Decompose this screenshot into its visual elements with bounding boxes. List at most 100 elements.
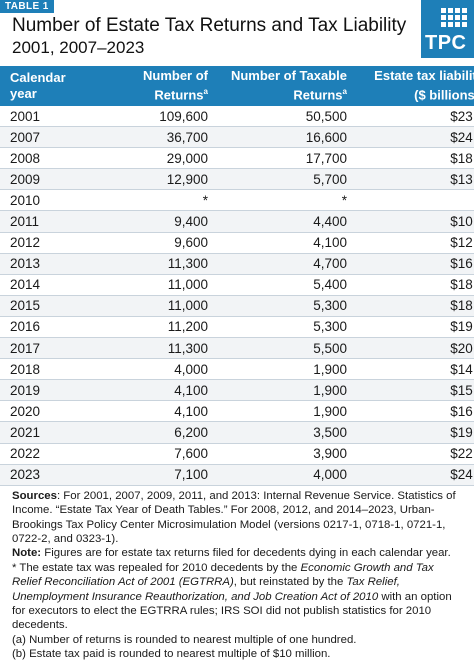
- cell-year: 2010: [0, 189, 102, 212]
- cell-taxable-returns: 4,700: [218, 253, 357, 275]
- table-badge: TABLE 1: [0, 0, 54, 13]
- cell-taxable-returns: 1,900: [218, 379, 357, 402]
- cell-taxable-returns: 17,700: [218, 147, 357, 170]
- cell-year: 2011: [0, 210, 102, 233]
- column-header-tax-liability: Estate tax liability ($ billions)b: [357, 66, 474, 106]
- footnote-b: (b) Estate tax paid is rounded to neares…: [12, 648, 331, 661]
- cell-year: 2021: [0, 421, 102, 444]
- cell-returns: 9,600: [102, 232, 218, 254]
- cell-returns: 4,000: [102, 358, 218, 381]
- cell-tax-liability: $14.9: [357, 358, 474, 381]
- table-header-row: Calendar year Number of Returnsa Number …: [0, 66, 474, 106]
- footnote-a: (a) Number of returns is rounded to near…: [12, 633, 357, 646]
- logo-text: TPC: [425, 32, 467, 54]
- cell-taxable-returns: *: [218, 189, 357, 212]
- cell-year: 2017: [0, 337, 102, 360]
- cell-tax-liability: $18.3: [357, 274, 474, 296]
- cell-returns: 11,000: [102, 274, 218, 296]
- logo-grid-icon: [441, 8, 471, 29]
- column-header-taxable-returns: Number of Taxable Returnsa: [218, 66, 357, 106]
- cell-taxable-returns: 4,000: [218, 464, 357, 486]
- cell-year: 2001: [0, 106, 102, 128]
- column-header-year: Calendar year: [0, 66, 102, 106]
- table-notes: Sources: For 2001, 2007, 2009, 2011, and…: [0, 486, 474, 662]
- cell-tax-liability: $16.6: [357, 253, 474, 275]
- cell-returns: 9,400: [102, 210, 218, 233]
- cell-returns: 11,300: [102, 253, 218, 275]
- cell-returns: 11,200: [102, 316, 218, 339]
- cell-returns: 6,200: [102, 421, 218, 444]
- cell-year: 2016: [0, 316, 102, 339]
- cell-returns: 4,100: [102, 379, 218, 402]
- cell-year: 2013: [0, 253, 102, 275]
- cell-year: 2018: [0, 358, 102, 381]
- cell-tax-liability: $20.0: [357, 337, 474, 360]
- cell-tax-liability: $13.6: [357, 168, 474, 191]
- cell-tax-liability: $19.2: [357, 316, 474, 339]
- cell-taxable-returns: 4,400: [218, 210, 357, 233]
- cell-year: 2012: [0, 232, 102, 254]
- cell-taxable-returns: 5,300: [218, 295, 357, 317]
- page-subtitle: 2001, 2007–2023: [12, 38, 145, 57]
- cell-year: 2009: [0, 168, 102, 191]
- tpc-logo: TPC: [421, 0, 474, 58]
- cell-year: 2014: [0, 274, 102, 296]
- cell-tax-liability: $19.2: [357, 421, 474, 444]
- cell-year: 2007: [0, 126, 102, 149]
- cell-returns: 4,100: [102, 400, 218, 423]
- cell-tax-liability: $24.0: [357, 464, 474, 486]
- column-header-returns: Number of Returnsa: [102, 66, 218, 106]
- table-body: 2001109,60050,500$23.7200736,70016,600$2…: [0, 106, 474, 486]
- cell-tax-liability: $23.7: [357, 106, 474, 128]
- cell-returns: 29,000: [102, 147, 218, 170]
- cell-tax-liability: $10.9: [357, 210, 474, 233]
- page-title: Number of Estate Tax Returns and Tax Lia…: [12, 15, 407, 36]
- table-row: 2010***: [0, 189, 474, 212]
- cell-taxable-returns: 5,500: [218, 337, 357, 360]
- cell-returns: 36,700: [102, 126, 218, 149]
- cell-returns: 7,100: [102, 464, 218, 486]
- sources-note: Sources: For 2001, 2007, 2009, 2011, and…: [12, 489, 456, 545]
- table-header: TABLE 1 Number of Estate Tax Returns and…: [0, 0, 474, 66]
- cell-year: 2022: [0, 443, 102, 465]
- cell-tax-liability: *: [357, 189, 474, 212]
- cell-taxable-returns: 5,700: [218, 168, 357, 191]
- cell-taxable-returns: 5,300: [218, 316, 357, 339]
- cell-returns: 7,600: [102, 443, 218, 465]
- cell-taxable-returns: 4,100: [218, 232, 357, 254]
- asterisk-note: * The estate tax was repealed for 2010 d…: [12, 561, 452, 632]
- cell-year: 2008: [0, 147, 102, 170]
- cell-year: 2015: [0, 295, 102, 317]
- cell-taxable-returns: 1,900: [218, 358, 357, 381]
- cell-returns: *: [102, 189, 218, 212]
- cell-taxable-returns: 3,900: [218, 443, 357, 465]
- estate-tax-table: Calendar year Number of Returnsa Number …: [0, 66, 474, 486]
- cell-tax-liability: $18.9: [357, 147, 474, 170]
- cell-taxable-returns: 3,500: [218, 421, 357, 444]
- cell-taxable-returns: 16,600: [218, 126, 357, 149]
- cell-returns: 109,600: [102, 106, 218, 128]
- cell-tax-liability: $18.6: [357, 295, 474, 317]
- cell-returns: 11,300: [102, 337, 218, 360]
- cell-tax-liability: $12.0: [357, 232, 474, 254]
- cell-tax-liability: $22.7: [357, 443, 474, 465]
- cell-tax-liability: $16.0: [357, 400, 474, 423]
- cell-taxable-returns: 50,500: [218, 106, 357, 128]
- cell-tax-liability: $15.6: [357, 379, 474, 402]
- cell-taxable-returns: 1,900: [218, 400, 357, 423]
